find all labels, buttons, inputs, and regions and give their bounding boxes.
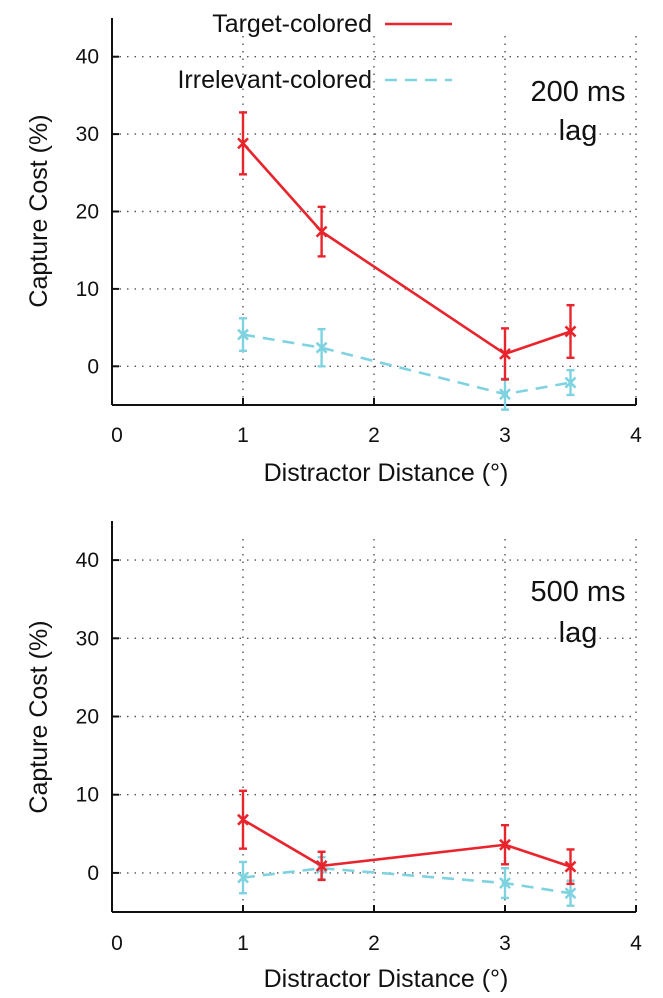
data-point-target-colored [564, 860, 577, 873]
x-tick-label: 1 [237, 424, 249, 447]
series-line-irrelevant-colored [242, 333, 571, 396]
y-tick-label: 0 [87, 355, 99, 378]
series-line-target-colored [242, 142, 571, 356]
legend-label-target-colored: Target-colored [212, 10, 372, 38]
series-line-irrelevant-colored [242, 866, 571, 895]
y-axis-title: Capture Cost (%) [25, 620, 53, 813]
point-marker-stroke [564, 376, 577, 389]
x-tick-label: 3 [499, 932, 511, 955]
data-point-target-colored [499, 347, 511, 360]
x-tick-label: 0 [111, 424, 123, 447]
chart-legend: Target-colored Irrelevant-colored [177, 10, 452, 94]
data-point-irrelevant-colored [237, 328, 249, 341]
point-marker-stroke [499, 347, 511, 360]
y-tick-label: 0 [87, 862, 99, 885]
data-point-irrelevant-colored [315, 341, 328, 354]
data-point-target-colored [315, 225, 328, 238]
y-tick-label: 20 [76, 706, 99, 729]
point-marker-stroke [315, 859, 328, 872]
series-line-target-colored [242, 818, 571, 868]
chart-panel-200ms: 0 10 20 30 40 0 1 2 3 4 Distractor Distance (°) Cap… [25, 18, 642, 487]
data-point-target-colored [564, 325, 577, 338]
data-point-target-colored [237, 137, 249, 150]
x-tick-label: 0 [111, 932, 123, 955]
point-marker-stroke [564, 887, 577, 900]
y-tick-label: 30 [76, 627, 99, 650]
data-point-target-colored [315, 859, 328, 872]
data-point-target-colored [499, 838, 511, 851]
point-marker-stroke [564, 860, 577, 873]
y-axis-title: Capture Cost (%) [25, 114, 53, 307]
x-axis-title: Distractor Distance (°) [264, 459, 509, 487]
x-axis-title: Distractor Distance (°) [264, 965, 509, 993]
point-marker-stroke [315, 341, 328, 354]
lag-annotation-line1: 200 ms [530, 76, 625, 108]
data-point-irrelevant-colored [499, 877, 511, 889]
lag-annotation-line1: 500 ms [530, 576, 625, 608]
x-tick-label: 2 [368, 932, 380, 955]
legend-label-irrelevant-colored: Irrelevant-colored [177, 66, 372, 94]
data-point-irrelevant-colored [564, 376, 577, 389]
data-point-irrelevant-colored [237, 871, 249, 884]
lag-annotation-line2: lag [559, 617, 598, 649]
point-marker-stroke [499, 877, 511, 889]
chart-panel-500ms: 0 10 20 30 40 0 1 2 3 4 Distractor Distance (°) Cap… [25, 521, 642, 993]
x-tick-label: 4 [630, 424, 642, 447]
x-tick-label: 4 [630, 932, 642, 955]
y-tick-label: 40 [76, 46, 99, 69]
data-point-irrelevant-colored [499, 388, 511, 401]
point-marker-stroke [237, 328, 249, 341]
point-marker-stroke [237, 871, 249, 884]
x-tick-label: 1 [237, 932, 249, 955]
point-marker-stroke [499, 388, 511, 401]
y-tick-label: 20 [76, 201, 99, 224]
point-marker-stroke [499, 838, 511, 851]
x-tick-label: 3 [499, 424, 511, 447]
y-tick-label: 30 [76, 123, 99, 146]
x-tick-label: 2 [368, 424, 380, 447]
point-marker-stroke [237, 137, 249, 150]
y-tick-label: 10 [76, 784, 99, 807]
y-tick-label: 10 [76, 278, 99, 301]
data-point-irrelevant-colored [564, 887, 577, 900]
point-marker-stroke [237, 813, 249, 826]
point-marker-stroke [315, 225, 328, 238]
y-tick-label: 40 [76, 549, 99, 572]
point-marker-stroke [564, 325, 577, 338]
lag-annotation-line2: lag [559, 115, 598, 147]
data-point-target-colored [237, 813, 249, 826]
